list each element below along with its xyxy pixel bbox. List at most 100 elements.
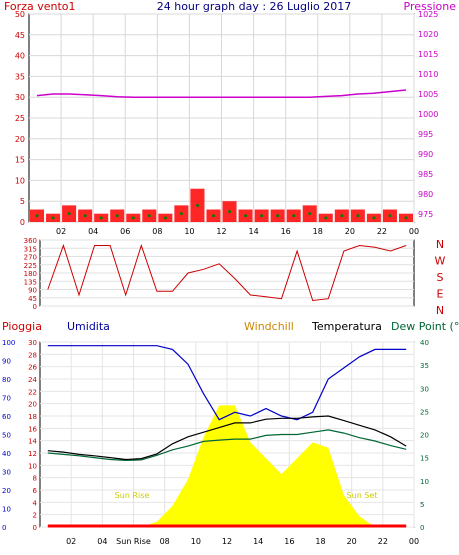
y-tick-label: 1000: [418, 110, 438, 119]
wind-gust-point: [131, 216, 135, 220]
x-tick-label: 10: [191, 537, 201, 546]
y-tick-label: 360: [24, 237, 37, 245]
wind-pressure-panel: Forza vento1 24 hour graph day : 26 Lugl…: [4, 0, 456, 236]
wind-gust-point: [404, 216, 408, 220]
y-tick-label: 80: [2, 376, 11, 384]
y-tick-label: 990: [418, 150, 433, 159]
y-tick-label: 10: [28, 462, 37, 470]
y-tick-label: 30: [2, 469, 11, 477]
y-tick-label: 22: [28, 388, 37, 396]
compass-label: E: [437, 288, 444, 301]
wind-speed-label: Forza vento1: [4, 0, 76, 13]
y-tick-label: 16: [28, 425, 37, 433]
wind-gust-point: [244, 214, 248, 218]
x-tick-label: 00: [409, 537, 419, 546]
sun-rise-annotation: Sun Rise: [115, 491, 150, 500]
wind-direction-grid: [40, 239, 414, 307]
x-tick-label: 08: [160, 537, 170, 546]
wind-direction-line: [47, 243, 407, 302]
y-tick-label: 135: [24, 278, 37, 286]
y-tick-label: 180: [24, 270, 37, 278]
x-tick-label: 20: [345, 227, 355, 236]
pressure-axis: 975 980 985 990 995 1000 1005 1010 1015 1020 1025: [418, 10, 438, 219]
wind-gust-point: [83, 214, 87, 218]
y-tick-label: 100: [2, 339, 15, 347]
x-tick-label: 08: [152, 227, 162, 236]
y-tick-label: 24: [28, 376, 37, 384]
wind-gust-point: [372, 216, 376, 220]
wind-gust-point: [67, 212, 71, 216]
x-tick-label: 06: [120, 227, 130, 236]
x-tick-label: 22: [377, 227, 387, 236]
wind-gust-point: [228, 210, 232, 214]
temperature-axis: 0 5 10 15 20 25 30 35 40: [420, 339, 429, 532]
x-tick-label: 12: [222, 537, 232, 546]
y-tick-label: 70: [2, 395, 11, 403]
y-tick-label: 270: [24, 254, 37, 262]
wind-gust-point: [211, 214, 215, 218]
y-tick-label: 5: [420, 501, 424, 509]
y-tick-label: 35: [15, 72, 25, 81]
wind-gust-point: [260, 214, 264, 218]
x-tick-label: 16: [281, 227, 291, 236]
sun-set-annotation: Sun Set: [347, 491, 378, 500]
y-tick-label: 995: [418, 130, 433, 139]
windchill-label: Windchill: [244, 320, 294, 333]
y-tick-label: 8: [33, 475, 37, 483]
wind-pressure-series: [30, 89, 413, 222]
y-tick-label: 35: [420, 362, 429, 370]
temperature-label: Temperatura: [311, 320, 382, 333]
wind-gust-point: [51, 216, 55, 220]
y-tick-label: 30: [15, 93, 25, 102]
humidity-temperature-panel: Pioggia Umidita Windchill Temperatura De…: [2, 320, 459, 546]
y-tick-label: 20: [15, 135, 25, 144]
x-tick-label: 04: [97, 537, 107, 546]
x-tick-label: 00: [409, 227, 419, 236]
y-tick-label: 15: [420, 455, 429, 463]
y-tick-label: 10: [2, 506, 11, 514]
y-tick-label: 25: [420, 408, 429, 416]
y-tick-label: 225: [24, 262, 37, 270]
y-tick-label: 1025: [418, 10, 438, 19]
y-tick-label: 12: [28, 450, 37, 458]
y-tick-label: 15: [15, 156, 25, 165]
wind-gust-point: [276, 214, 280, 218]
y-tick-label: 1005: [418, 90, 438, 99]
y-tick-label: 2: [33, 512, 37, 520]
y-tick-label: 5: [20, 197, 25, 206]
pressure-line: [36, 89, 407, 98]
y-tick-label: 50: [15, 10, 25, 19]
y-tick-label: 0: [2, 524, 6, 532]
humidity-temperature-series: [40, 345, 414, 528]
y-tick-label: 26: [28, 364, 37, 372]
dewpoint-line: [47, 429, 407, 462]
y-tick-label: 90: [28, 287, 37, 295]
wind-gust-point: [292, 214, 296, 218]
x-tick-label: 18: [313, 227, 323, 236]
dewpoint-label: Dew Point (°C: [391, 320, 459, 333]
wind-gust-point: [356, 214, 360, 218]
wind-gust-point: [308, 212, 312, 216]
y-tick-label: 985: [418, 170, 433, 179]
y-tick-label: 20: [28, 401, 37, 409]
humidity-label: Umidita: [67, 320, 110, 333]
x-tick-label: 12: [216, 227, 226, 236]
wind-gust-point: [163, 216, 167, 220]
wind-gust-point: [388, 214, 392, 218]
y-tick-label: 10: [420, 478, 429, 486]
y-tick-label: 0: [20, 218, 25, 227]
x-tick-label: 14: [248, 227, 258, 236]
y-tick-label: 4: [33, 499, 38, 507]
y-tick-label: 25: [15, 114, 25, 123]
y-tick-label: 30: [420, 385, 429, 393]
wind-direction-series: [47, 243, 407, 302]
solar-area: [40, 405, 414, 527]
wind-pressure-grid: [29, 13, 415, 223]
y-tick-label: 0: [420, 524, 424, 532]
y-tick-label: 10: [15, 176, 25, 185]
